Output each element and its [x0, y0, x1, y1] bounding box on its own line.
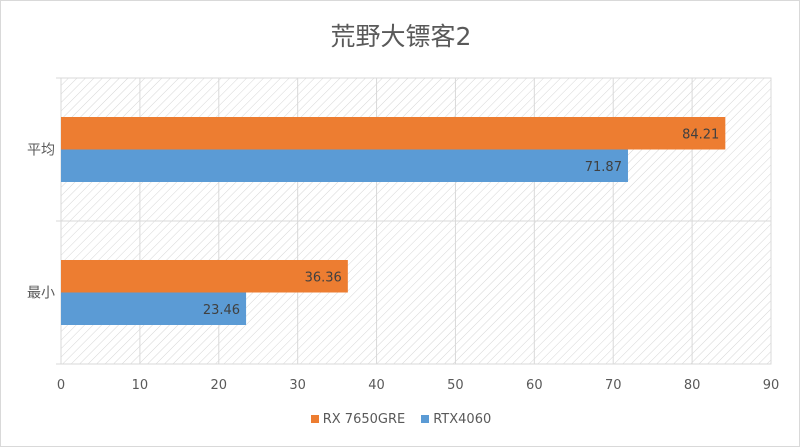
- x-tick-label: 50: [447, 378, 464, 393]
- x-tick-label: 0: [57, 378, 65, 393]
- data-label: 23.46: [203, 303, 240, 318]
- legend-item: RTX4060: [421, 412, 491, 427]
- bar-rtx4060: [61, 292, 247, 325]
- bar-rx-7650gre: [61, 260, 348, 293]
- x-tick-label: 20: [211, 378, 228, 393]
- x-tick-label: 60: [526, 378, 543, 393]
- legend-label: RX 7650GRE: [322, 412, 406, 427]
- x-tick-label: 90: [763, 378, 780, 393]
- data-label: 36.36: [305, 270, 342, 285]
- legend-swatch: [310, 415, 319, 423]
- legend-item: RX 7650GRE: [310, 412, 406, 427]
- category-label: 平均: [27, 143, 55, 159]
- legend-swatch: [421, 415, 430, 423]
- x-tick-label: 10: [132, 378, 149, 393]
- category-label: 最小: [27, 286, 55, 302]
- bar-rx-7650gre: [61, 117, 726, 150]
- x-tick-label: 80: [684, 378, 701, 393]
- x-tick-label: 70: [605, 378, 622, 393]
- x-tick-label: 30: [289, 378, 306, 393]
- chart-title: 荒野大镖客2: [330, 22, 472, 51]
- bar-rtx4060: [61, 149, 628, 182]
- legend-label: RTX4060: [433, 412, 492, 427]
- data-label: 84.21: [682, 127, 719, 142]
- x-tick-label: 40: [368, 378, 385, 393]
- data-label: 71.87: [585, 160, 622, 175]
- legend: RX 7650GRE RTX4060: [1, 412, 800, 427]
